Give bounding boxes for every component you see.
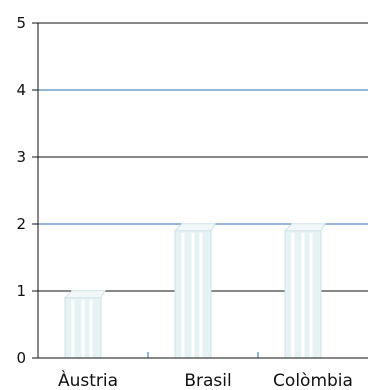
bar-cap [173, 223, 216, 232]
x-tick-label: Àustria [58, 369, 118, 390]
x-tick-label: Colòmbia [273, 371, 353, 390]
x-tick-label: Brasil [184, 371, 231, 390]
bar-cap [283, 223, 326, 232]
bar [63, 290, 106, 359]
y-tick-label: 2 [16, 215, 26, 233]
y-tick-label: 3 [16, 148, 26, 166]
y-axis-ticks: 0 1 2 3 4 5 [16, 14, 38, 367]
bars [63, 223, 326, 359]
y-tick-label: 0 [16, 349, 26, 367]
bar [173, 223, 216, 359]
x-axis-ticks: Àustria Brasil Colòmbia [58, 352, 353, 390]
y-tick-label: 1 [16, 282, 26, 300]
bar [283, 223, 326, 359]
y-tick-label: 4 [16, 81, 26, 99]
y-tick-label: 5 [16, 14, 26, 32]
bar-cap [63, 290, 106, 299]
